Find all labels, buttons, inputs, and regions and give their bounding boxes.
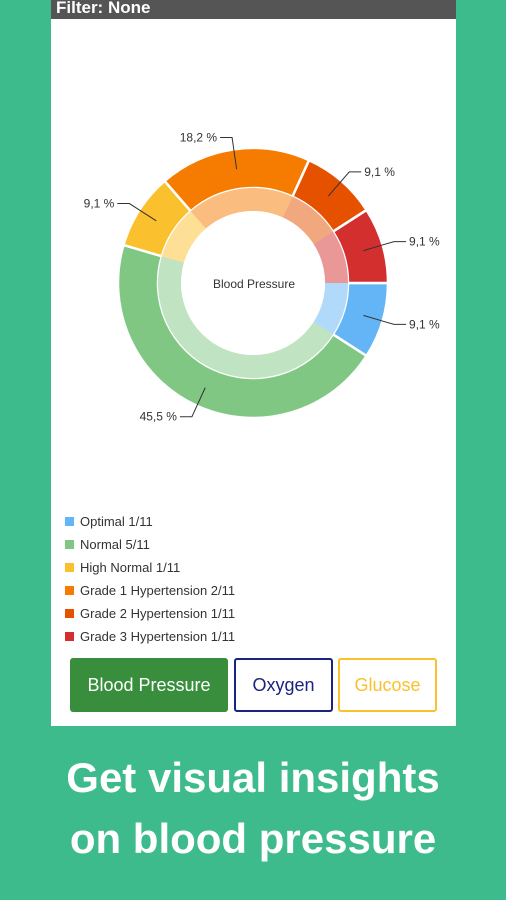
- app-screen: Filter: None 9,1 % 45,5 % 9,1 % 18,2 % 9,1 %…: [51, 0, 456, 726]
- inner-ring-segment: [282, 196, 333, 245]
- value-label-leader: [327, 171, 362, 197]
- value-label: 18,2 %: [180, 130, 218, 144]
- donut-hole: [181, 211, 325, 355]
- value-label: 9,1 %: [364, 165, 395, 179]
- blood-pressure-donut-chart: 9,1 % 45,5 % 9,1 % 18,2 % 9,1 % 9,1 % Blood P…: [84, 130, 440, 424]
- value-label: 9,1 %: [84, 197, 115, 211]
- inner-ring-segment: [158, 256, 333, 379]
- inner-ring-segment: [313, 231, 348, 283]
- legend-label: High Normal 1/11: [80, 560, 181, 575]
- value-label-leader: [117, 203, 157, 222]
- value-label-leader: [220, 136, 238, 170]
- legend-item: Grade 3 Hypertension 1/11: [65, 625, 235, 648]
- inner-ring-segment: [190, 188, 293, 229]
- value-label-leader: [179, 387, 206, 418]
- legend-swatch: [65, 632, 74, 641]
- legend-label: Grade 3 Hypertension 1/11: [80, 629, 236, 644]
- filter-label[interactable]: Filter: None: [51, 0, 456, 19]
- legend-label: Grade 2 Hypertension 1/11: [80, 606, 236, 621]
- legend-label: Optimal 1/11: [80, 514, 153, 529]
- legend-item: Normal 5/11: [65, 533, 235, 556]
- value-label: 9,1 %: [409, 317, 440, 331]
- inner-ring-segment: [161, 211, 206, 263]
- legend-item: Grade 1 Hypertension 2/11: [65, 579, 235, 602]
- legend-swatch: [65, 563, 74, 572]
- legend-item: Grade 2 Hypertension 1/11: [65, 602, 235, 625]
- value-label: 45,5 %: [140, 410, 178, 424]
- glucose-button[interactable]: Glucose: [338, 658, 437, 712]
- inner-ring-segment: [313, 283, 348, 335]
- legend-label: Normal 5/11: [80, 537, 150, 552]
- legend-item: Optimal 1/11: [65, 510, 235, 533]
- chart-legend: Optimal 1/11 Normal 5/11 High Normal 1/11 G…: [65, 510, 235, 648]
- legend-swatch: [65, 540, 74, 549]
- value-label-leader: [363, 314, 407, 325]
- legend-item: High Normal 1/11: [65, 556, 235, 579]
- legend-swatch: [65, 609, 74, 618]
- legend-swatch: [65, 517, 74, 526]
- blood-pressure-button[interactable]: Blood Pressure: [70, 658, 228, 712]
- value-label-leader: [363, 241, 407, 252]
- chart-center-title: Blood Pressure: [213, 277, 295, 291]
- oxygen-button[interactable]: Oxygen: [234, 658, 333, 712]
- tagline-line-1: Get visual insights: [66, 754, 440, 801]
- legend-label: Grade 1 Hypertension 2/11: [80, 583, 236, 598]
- tagline-line-2: on blood pressure: [69, 815, 437, 862]
- value-label: 9,1 %: [409, 235, 440, 249]
- legend-swatch: [65, 586, 74, 595]
